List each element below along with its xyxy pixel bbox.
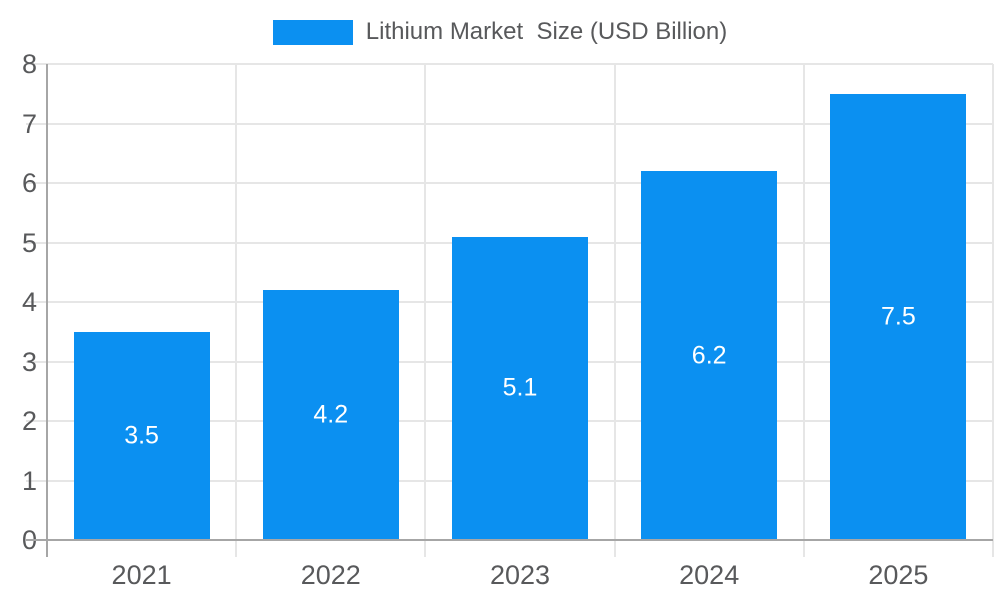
h-gridline [26, 182, 993, 184]
y-tick-label: 4 [21, 287, 37, 317]
v-gridline [613, 64, 616, 557]
h-gridline [26, 122, 993, 125]
bar-value-label: 7.5 [881, 302, 916, 331]
h-gridline [26, 63, 993, 65]
bar-value-label: 6.2 [691, 341, 727, 370]
bar: 4.2 [262, 290, 399, 540]
v-gridline [802, 64, 805, 557]
y-tick-label: 6 [21, 168, 37, 198]
bar: 7.5 [830, 93, 967, 540]
y-tick-label: 1 [21, 465, 37, 496]
v-gridline [235, 64, 238, 557]
x-tick-label: 2022 [300, 560, 361, 590]
bar: 6.2 [641, 171, 778, 540]
y-tick-label: 3 [21, 346, 37, 377]
v-gridline [992, 64, 994, 557]
x-tick-label: 2024 [679, 560, 740, 590]
y-tick-label: 8 [21, 49, 37, 79]
v-gridline [424, 64, 427, 557]
bar: 5.1 [452, 236, 588, 540]
bar: 3.5 [73, 331, 210, 540]
legend-swatch [272, 19, 353, 45]
y-axis-line [46, 64, 48, 557]
x-tick-label: 2021 [111, 560, 172, 590]
y-tick-label: 5 [21, 227, 37, 258]
legend: Lithium Market Size (USD Billion) [0, 17, 1000, 47]
y-tick-label: 2 [21, 406, 37, 436]
x-axis-line [26, 539, 993, 541]
legend-label: Lithium Market Size (USD Billion) [365, 18, 728, 45]
plot-area: 3.5 4.2 5.1 6.2 7.5 [26, 63, 994, 557]
x-tick-label: 2023 [489, 560, 551, 590]
bar-value-label: 5.1 [502, 373, 538, 402]
bar-value-label: 3.5 [124, 421, 159, 450]
y-tick-label: 7 [21, 108, 37, 139]
x-tick-label: 2025 [868, 560, 929, 590]
bar-value-label: 4.2 [313, 400, 349, 429]
